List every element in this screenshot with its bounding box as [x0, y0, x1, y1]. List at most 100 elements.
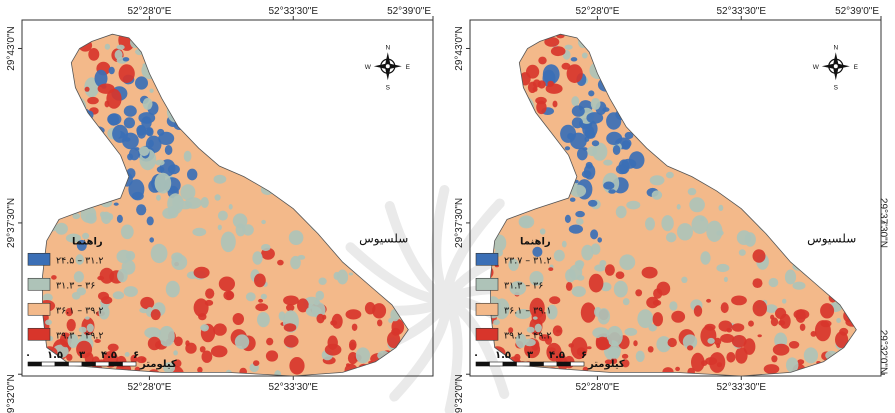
texture-patch: [352, 116, 365, 127]
texture-patch: [239, 128, 254, 141]
texture-patch: [76, 340, 93, 359]
texture-patch: [719, 168, 733, 185]
texture-patch: [808, 117, 816, 125]
texture-patch: [731, 323, 745, 332]
left-tick-label: 29°43'0"N: [454, 26, 465, 70]
texture-patch: [595, 336, 610, 351]
texture-patch: [694, 157, 704, 169]
texture-patch: [387, 246, 398, 254]
legend-title: راهنما: [520, 236, 551, 247]
texture-patch: [218, 276, 235, 292]
texture-patch: [508, 144, 514, 152]
texture-patch: [184, 79, 192, 88]
texture-patch: [493, 319, 500, 326]
texture-patch: [587, 346, 592, 350]
texture-patch: [723, 276, 728, 282]
texture-patch: [260, 293, 267, 300]
texture-patch: [277, 259, 284, 266]
texture-patch: [648, 324, 657, 332]
texture-patch: [320, 144, 328, 150]
texture-patch: [678, 116, 694, 126]
texture-patch: [527, 140, 540, 157]
texture-patch: [46, 157, 53, 165]
texture-patch: [701, 360, 708, 366]
texture-patch: [79, 140, 92, 157]
texture-patch: [806, 204, 820, 215]
texture-patch: [291, 139, 297, 145]
texture-patch: [94, 69, 108, 87]
texture-patch: [606, 325, 623, 347]
texture-patch: [183, 150, 192, 162]
texture-patch: [213, 174, 227, 184]
texture-patch: [519, 34, 536, 39]
texture-patch: [523, 338, 536, 347]
texture-patch: [822, 157, 832, 170]
texture-patch: [313, 105, 330, 124]
texture-patch: [677, 223, 693, 241]
texture-patch: [805, 99, 814, 105]
texture-patch: [106, 88, 122, 109]
texture-patch: [299, 167, 310, 181]
texture-patch: [574, 260, 585, 269]
legend-swatch: [475, 302, 499, 316]
texture-patch: [225, 369, 233, 376]
texture-patch: [839, 161, 849, 171]
legend-swatch: [27, 327, 51, 341]
texture-patch: [393, 128, 407, 138]
texture-patch: [637, 309, 654, 329]
texture-patch: [581, 52, 588, 59]
texture-patch: [412, 244, 418, 250]
texture-patch: [394, 175, 409, 193]
texture-patch: [59, 184, 68, 194]
texture-patch: [104, 43, 111, 50]
texture-patch: [42, 133, 52, 142]
texture-patch: [101, 145, 113, 160]
texture-patch: [592, 327, 610, 339]
texture-patch: [71, 160, 79, 166]
texture-patch: [229, 51, 246, 63]
texture-patch: [757, 59, 763, 66]
texture-patch: [720, 333, 735, 343]
legend-swatch: [27, 277, 51, 291]
texture-patch: [641, 109, 653, 119]
texture-patch: [76, 157, 92, 170]
texture-patch: [210, 345, 228, 358]
texture-patch: [757, 178, 769, 189]
bottom-tick-label: 52°28'0"E: [575, 382, 619, 393]
texture-patch: [183, 102, 192, 114]
texture-patch: [149, 88, 154, 93]
texture-patch: [791, 58, 801, 67]
texture-patch: [757, 216, 775, 232]
texture-patch: [833, 119, 850, 141]
texture-patch: [661, 65, 675, 83]
texture-patch: [811, 120, 822, 134]
texture-patch: [165, 280, 180, 298]
texture-patch: [532, 316, 538, 320]
scale-unit: کیلومتر: [587, 359, 625, 370]
texture-patch: [820, 320, 832, 328]
north-arrow-icon: N S W E: [365, 44, 411, 91]
scale-segment: [529, 361, 544, 367]
texture-patch: [348, 272, 354, 276]
texture-patch: [354, 81, 367, 91]
texture-patch: [720, 123, 735, 140]
texture-patch: [490, 133, 500, 142]
texture-patch: [199, 130, 207, 137]
legend-item-label: ۳۶.۱ – ۳۹.۲: [56, 305, 103, 316]
texture-patch: [191, 34, 200, 36]
texture-patch: [108, 179, 116, 187]
north-arrow-icon: N S W E: [813, 44, 859, 91]
texture-patch: [606, 131, 623, 145]
texture-patch: [208, 112, 218, 120]
texture-patch: [99, 267, 115, 284]
texture-patch: [281, 173, 294, 181]
texture-patch: [775, 307, 787, 319]
texture-patch: [851, 314, 857, 323]
texture-patch: [587, 146, 598, 157]
texture-patch: [355, 347, 370, 364]
map-frame: [21, 19, 434, 377]
texture-patch: [678, 113, 691, 129]
texture-patch: [745, 114, 755, 120]
texture-patch: [386, 364, 393, 371]
texture-patch: [772, 80, 783, 92]
